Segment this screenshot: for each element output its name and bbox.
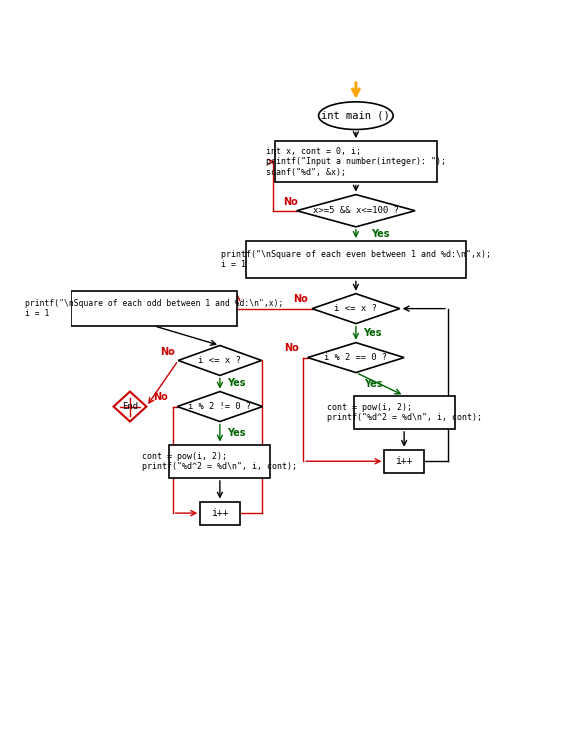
Text: i <= x ?: i <= x ? bbox=[199, 356, 241, 365]
Text: Yes: Yes bbox=[228, 378, 246, 388]
Text: i % 2 == 0 ?: i % 2 == 0 ? bbox=[324, 353, 387, 362]
Text: i % 2 != 0 ?: i % 2 != 0 ? bbox=[188, 402, 251, 411]
Text: printf("\nSquare of each even between 1 and %d:\n",x);
i = 1: printf("\nSquare of each even between 1 … bbox=[221, 250, 491, 269]
Text: x>=5 && x<=100 ?: x>=5 && x<=100 ? bbox=[313, 206, 399, 215]
Polygon shape bbox=[178, 346, 261, 375]
Polygon shape bbox=[177, 391, 263, 422]
Polygon shape bbox=[308, 343, 404, 373]
Text: cont = pow(i, 2);
printf("%d^2 = %d\n", i, cont);: cont = pow(i, 2); printf("%d^2 = %d\n", … bbox=[327, 402, 482, 422]
FancyBboxPatch shape bbox=[275, 141, 437, 183]
Text: No: No bbox=[293, 295, 308, 304]
Text: int main (): int main () bbox=[321, 111, 390, 120]
Text: No: No bbox=[282, 197, 298, 207]
Text: Yes: Yes bbox=[228, 428, 246, 438]
Text: i++: i++ bbox=[395, 456, 413, 466]
Text: Yes: Yes bbox=[371, 230, 389, 239]
Text: int x, cont = 0, i;
printf("Input a number(integer): ");
scanf("%d", &x);: int x, cont = 0, i; printf("Input a numb… bbox=[266, 147, 446, 177]
Ellipse shape bbox=[319, 102, 393, 129]
Text: No: No bbox=[284, 343, 299, 353]
Polygon shape bbox=[297, 194, 415, 227]
Text: End: End bbox=[122, 402, 138, 411]
Text: Yes: Yes bbox=[363, 328, 382, 338]
Text: Yes: Yes bbox=[364, 379, 383, 389]
Text: printf("\nSquare of each odd between 1 and %d:\n",x);
i = 1: printf("\nSquare of each odd between 1 a… bbox=[25, 299, 283, 319]
FancyBboxPatch shape bbox=[354, 396, 454, 429]
Text: cont = pow(i, 2);
printf("%d^2 = %d\n", i, cont);: cont = pow(i, 2); printf("%d^2 = %d\n", … bbox=[143, 452, 297, 471]
Text: No: No bbox=[160, 347, 175, 357]
FancyBboxPatch shape bbox=[384, 450, 424, 473]
Text: No: No bbox=[153, 392, 168, 402]
FancyBboxPatch shape bbox=[169, 444, 271, 478]
FancyBboxPatch shape bbox=[246, 241, 465, 278]
Polygon shape bbox=[312, 294, 400, 324]
FancyBboxPatch shape bbox=[71, 292, 238, 326]
Polygon shape bbox=[114, 391, 147, 422]
Text: i <= x ?: i <= x ? bbox=[335, 304, 378, 313]
FancyBboxPatch shape bbox=[200, 502, 239, 524]
Text: i++: i++ bbox=[211, 508, 229, 518]
